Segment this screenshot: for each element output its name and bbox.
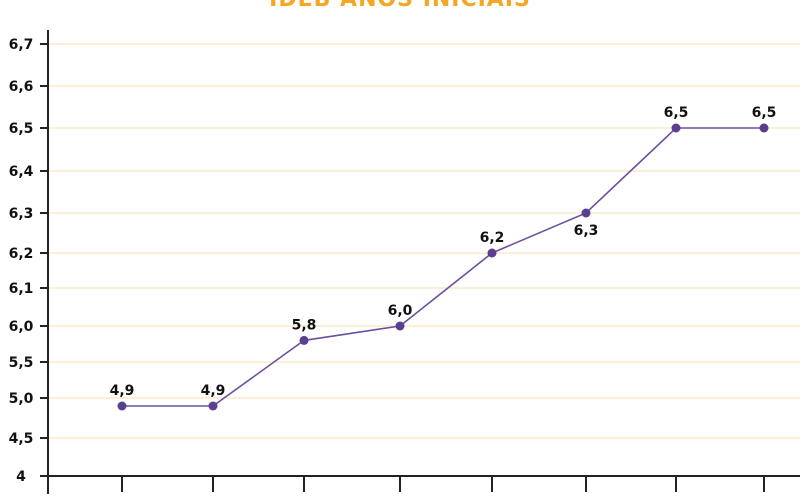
data-label: 5,8 xyxy=(292,317,317,333)
data-label: 6,5 xyxy=(664,105,689,121)
y-tick-label: 6,0 xyxy=(9,319,34,335)
data-label: 6,0 xyxy=(388,303,413,319)
data-label: 6,3 xyxy=(574,223,599,239)
y-tick-label: 6,6 xyxy=(9,79,34,95)
y-tick-label: 6,7 xyxy=(9,37,34,53)
data-point xyxy=(395,321,405,331)
y-tick-label: 5,5 xyxy=(9,355,34,371)
data-point xyxy=(299,335,309,345)
data-point xyxy=(208,401,218,411)
data-point xyxy=(671,123,681,133)
y-tick-label: 6,1 xyxy=(9,281,34,297)
series-line xyxy=(122,127,764,407)
y-tick-label: 6,5 xyxy=(9,121,34,137)
y-tick-label: 6,2 xyxy=(9,246,34,262)
y-tick-label: 6,3 xyxy=(9,206,34,222)
chart-title: IDEB ANOS INICIAIS xyxy=(0,0,800,12)
y-tick-label: 4 xyxy=(16,469,26,485)
y-tick-label: 6,4 xyxy=(9,164,34,180)
y-tick-label: 5,0 xyxy=(9,391,34,407)
data-label: 4,9 xyxy=(110,383,135,399)
data-point xyxy=(581,208,591,218)
data-label: 6,2 xyxy=(480,230,505,246)
data-label: 6,5 xyxy=(752,105,777,121)
data-label: 4,9 xyxy=(201,383,226,399)
data-point xyxy=(117,401,127,411)
data-point xyxy=(487,248,497,258)
y-tick-label: 4,5 xyxy=(9,431,34,447)
data-point xyxy=(759,123,769,133)
